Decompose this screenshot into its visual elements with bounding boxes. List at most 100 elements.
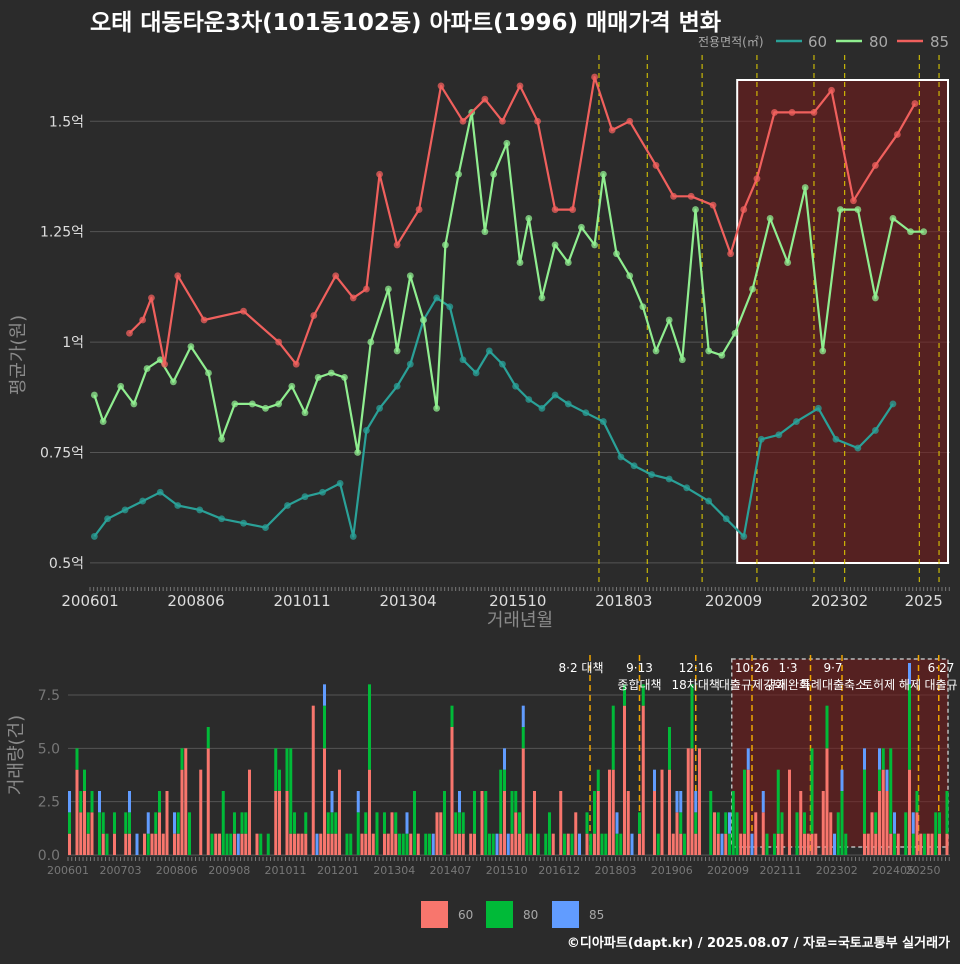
volume-bar-80 <box>803 812 807 834</box>
price-point-80 <box>578 223 585 231</box>
price-point-80 <box>525 215 533 222</box>
volume-bar-85 <box>146 812 150 834</box>
volume-bar-80 <box>349 833 353 855</box>
price-point-60 <box>121 506 129 514</box>
top-y-tick-label: 0.5억 <box>49 556 84 572</box>
price-point-80 <box>99 418 107 425</box>
volume-bar-80 <box>225 833 229 855</box>
top-x-tick-label: 200806 <box>167 592 224 610</box>
volume-bar-80 <box>458 812 462 834</box>
volume-bar-80 <box>743 769 747 834</box>
price-point-80 <box>784 259 792 266</box>
price-point-80 <box>490 170 498 178</box>
volume-bar-80 <box>128 812 132 834</box>
volume-bar-80 <box>491 833 495 855</box>
price-point-85 <box>161 360 168 368</box>
price-point-85 <box>174 272 182 280</box>
volume-bar-80 <box>503 769 507 791</box>
price-point-60 <box>538 404 546 412</box>
volume-bar-85 <box>653 769 657 791</box>
volume-bar-60 <box>821 791 825 855</box>
bottom-legend-swatch-60 <box>421 901 448 928</box>
price-point-80 <box>599 170 607 178</box>
volume-bar-60 <box>218 833 222 855</box>
volume-bar-60 <box>611 769 615 855</box>
volume-bar-60 <box>90 812 94 855</box>
volume-bar-60 <box>870 812 874 855</box>
price-point-60 <box>599 418 607 425</box>
price-point-60 <box>262 524 269 531</box>
bottom-x-tick-label: 201407 <box>430 864 472 877</box>
volume-bar-80 <box>105 833 109 855</box>
volume-bar-60 <box>360 833 364 855</box>
policy-annotation-label: 종합대책 <box>617 677 661 692</box>
volume-bar-60 <box>150 833 154 855</box>
volume-bar-60 <box>173 833 177 855</box>
volume-bar-80 <box>923 833 927 855</box>
price-point-85 <box>292 360 300 368</box>
price-point-60 <box>459 356 467 364</box>
volume-bar-60 <box>761 812 765 855</box>
volume-bar-60 <box>364 833 368 855</box>
price-point-60 <box>564 400 572 408</box>
volume-bar-60 <box>435 812 439 855</box>
volume-bar-80 <box>938 812 942 834</box>
volume-bar-60 <box>409 833 413 855</box>
volume-bar-80 <box>289 748 293 834</box>
policy-annotation-label: 1·3 <box>778 661 797 675</box>
volume-bar-80 <box>345 833 349 855</box>
volume-bar-80 <box>893 833 897 855</box>
price-point-60 <box>722 515 730 523</box>
volume-bar-80 <box>619 833 623 855</box>
volume-bar-60 <box>754 812 758 855</box>
volume-bar-80 <box>364 812 368 834</box>
volume-bar-85 <box>885 769 889 791</box>
policy-annotation-label: 특례대출축소 <box>800 678 866 692</box>
bottom-x-tick-label: 201803 <box>595 864 637 877</box>
volume-bar-80 <box>874 812 878 834</box>
policy-annotation-label: 9·7 <box>823 661 842 675</box>
volume-bar-80 <box>154 812 158 834</box>
price-point-80 <box>801 184 809 191</box>
price-point-85 <box>687 192 695 200</box>
volume-bar-80 <box>259 833 263 855</box>
volume-bar-85 <box>315 833 319 855</box>
price-point-60 <box>665 475 673 483</box>
volume-bar-80 <box>529 833 533 855</box>
volume-bar-85 <box>431 833 435 855</box>
volume-bar-60 <box>739 833 743 855</box>
volume-bar-85 <box>863 748 867 770</box>
volume-bar-60 <box>83 791 87 855</box>
volume-bar-80 <box>405 833 409 855</box>
bottom-legend-swatch-85 <box>552 901 579 928</box>
volume-bar-80 <box>795 812 799 855</box>
price-point-80 <box>117 382 125 390</box>
price-point-85 <box>810 109 818 116</box>
volume-bar-60 <box>889 833 893 855</box>
volume-bar-80 <box>690 684 694 749</box>
price-point-60 <box>218 515 226 523</box>
volume-bar-60 <box>86 833 90 855</box>
volume-bar-60 <box>180 769 184 855</box>
price-point-85 <box>393 241 401 249</box>
bottom-x-tick-label: 200703 <box>100 864 142 877</box>
volume-bar-80 <box>521 727 525 749</box>
volume-bar-85 <box>236 833 240 855</box>
price-point-60 <box>617 453 625 461</box>
price-point-85 <box>771 109 778 116</box>
volume-bar-60 <box>338 769 342 855</box>
price-point-85 <box>332 272 340 280</box>
volume-bar-80 <box>735 812 739 855</box>
volume-bar-85 <box>761 791 765 813</box>
price-point-85 <box>363 285 370 293</box>
volume-bar-60 <box>593 833 597 855</box>
volume-bar-80 <box>679 812 683 834</box>
price-point-80 <box>354 449 362 456</box>
volume-bar-60 <box>803 833 807 855</box>
bottom-x-tick-label: 202009 <box>707 864 749 877</box>
policy-annotation-label: 18차대책 <box>672 677 720 692</box>
price-point-80 <box>406 272 414 280</box>
policy-annotation-label: 규제완화 <box>766 678 810 692</box>
bottom-x-tick-label: 201304 <box>373 864 415 877</box>
price-point-80 <box>130 400 138 408</box>
